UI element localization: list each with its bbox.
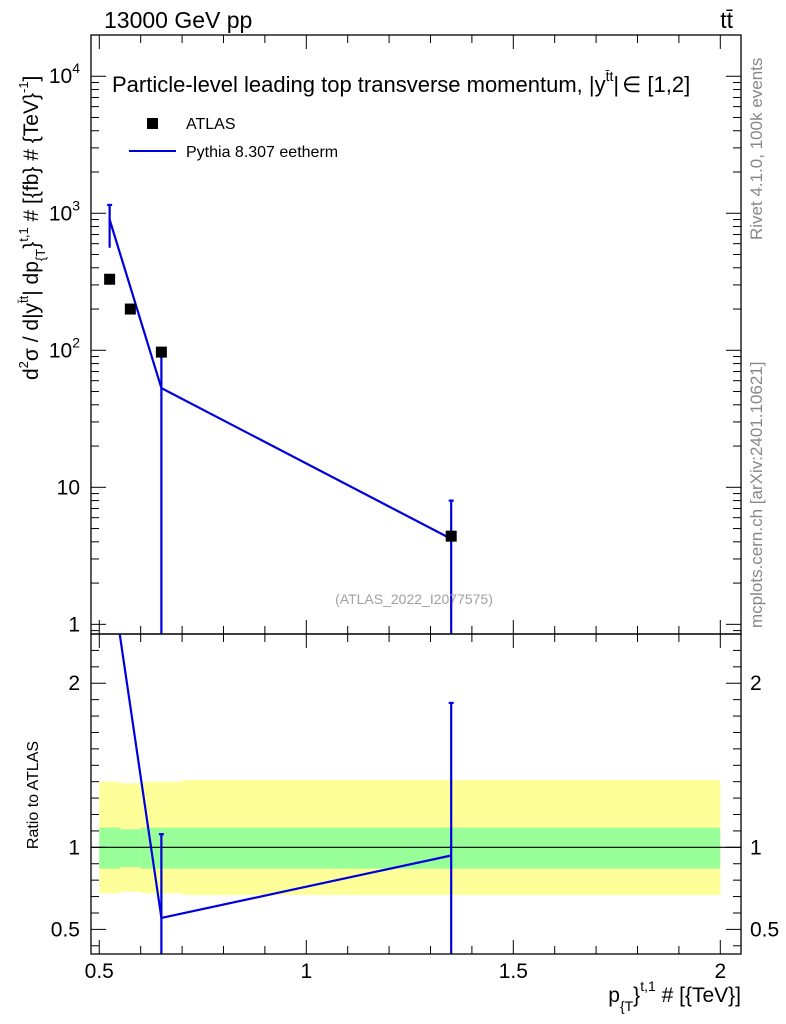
ratio-y-tick-label: 2 (68, 672, 80, 695)
main-y-axis-title: d2σ / d|yt̄t| dp{T}t,1 # [{fb} # {TeV}-1… (16, 76, 48, 380)
xlabel-unit: # [{TeV}] (656, 984, 741, 1007)
main-y-tick-label-base: 10 (57, 476, 80, 499)
ratio-frame (90, 633, 742, 955)
atlas-point (155, 346, 167, 358)
ylabel-sigma: σ / d|y (20, 302, 43, 361)
x-tick-label: 0.5 (85, 960, 114, 983)
main-y-tick-label: 10 (57, 476, 80, 499)
plot-title-bar: | (613, 72, 619, 97)
ylabel-sup1: t̄t (16, 295, 31, 303)
atlas-point (124, 303, 136, 315)
main-y-tick-label-base: 10 (49, 65, 72, 88)
ratio-y-tick-label-right: 0.5 (750, 918, 779, 941)
ylabel-rbrace: } (20, 242, 43, 249)
ylabel-end: ] (20, 76, 43, 82)
ylabel-sup3: -1 (16, 81, 31, 93)
main-y-tick-label: 102 (49, 334, 80, 362)
rivet-label: Rivet 4.1.0, 100k events (747, 58, 766, 240)
process-label: tt̄ (720, 7, 733, 33)
legend-pythia-label: Pythia 8.307 eetherm (186, 144, 338, 161)
atlas-point (104, 273, 116, 285)
x-tick-label: 1 (300, 960, 312, 983)
watermark: (ATLAS_2022_I2077575) (335, 591, 493, 607)
plot-title-range: ∈ [1,2] (622, 72, 690, 97)
legend-atlas-label: ATLAS (186, 116, 236, 133)
ylabel-sup2: t,1 (16, 227, 31, 241)
plot-title: Particle-level leading top transverse mo… (112, 68, 690, 97)
main-y-tick-label-exponent: 3 (72, 197, 80, 213)
x-tick-label: 2 (714, 960, 726, 983)
main-y-tick-label-base: 10 (49, 202, 72, 225)
ylabel-sub1: {T (33, 249, 48, 261)
ratio-series (118, 634, 454, 954)
ratio-y-axis-title: Ratio to ATLAS (25, 741, 42, 849)
main-y-tick-label-base: 1 (68, 613, 80, 636)
main-y-tick-label: 1 (68, 613, 80, 636)
xlabel-sub: {T (620, 998, 634, 1014)
energy-label: 13000 GeV pp (104, 7, 252, 33)
main-x-ticks (98, 35, 721, 634)
ylabel-mid: | dp (20, 261, 43, 296)
ratio-x-axis: 0.5 1 1.5 2 (85, 634, 726, 983)
ratio-y-tick-label-right: 1 (750, 836, 762, 859)
ylabel-two: 2 (16, 361, 31, 368)
legend-atlas-marker (147, 118, 158, 129)
xlabel-rbrace: } (633, 984, 640, 1007)
ratio-stat-band (99, 827, 120, 869)
plot-title-y: y (595, 72, 606, 97)
xlabel-sup: t,1 (640, 978, 656, 994)
atlas-point (445, 530, 457, 542)
ratio-y-axis: 0.5 0.5 1 1 2 2 (51, 649, 779, 947)
main-y-tick-label-base: 10 (49, 339, 72, 362)
xlabel-p: p (608, 984, 620, 1007)
main-y-tick-label: 104 (49, 60, 80, 88)
main-y-tick-label-exponent: 2 (72, 334, 80, 350)
plot-title-sup: t̄t (605, 68, 613, 84)
main-y-tick-label-exponent: 4 (72, 60, 80, 76)
ratio-bands (99, 780, 721, 895)
ratio-y-tick-label-right: 2 (750, 672, 762, 695)
main-y-tick-label: 103 (49, 197, 80, 225)
x-tick-label: 1.5 (499, 960, 528, 983)
mcplots-label: mcplots.cern.ch [arXiv:2401.10621] (747, 362, 766, 628)
x-axis-title: p{T}t,1 # [{TeV}] (608, 978, 741, 1014)
legend: ATLAS Pythia 8.307 eetherm (129, 116, 338, 161)
ylabel-d: d (20, 368, 43, 380)
plot-title-main: Particle-level leading top transverse mo… (112, 72, 595, 97)
ratio-y-tick-label: 0.5 (51, 918, 80, 941)
ylabel-unit: # [{fb} # {TeV} (20, 93, 43, 227)
main-series (104, 203, 457, 634)
ratio-stat-band (119, 829, 141, 868)
ratio-y-tick-label: 1 (68, 836, 80, 859)
ratio-panel: 0.5 0.51 12 2 0.5 1 1.5 2 Ratio to ATLAS p{T}t… (25, 633, 779, 1014)
